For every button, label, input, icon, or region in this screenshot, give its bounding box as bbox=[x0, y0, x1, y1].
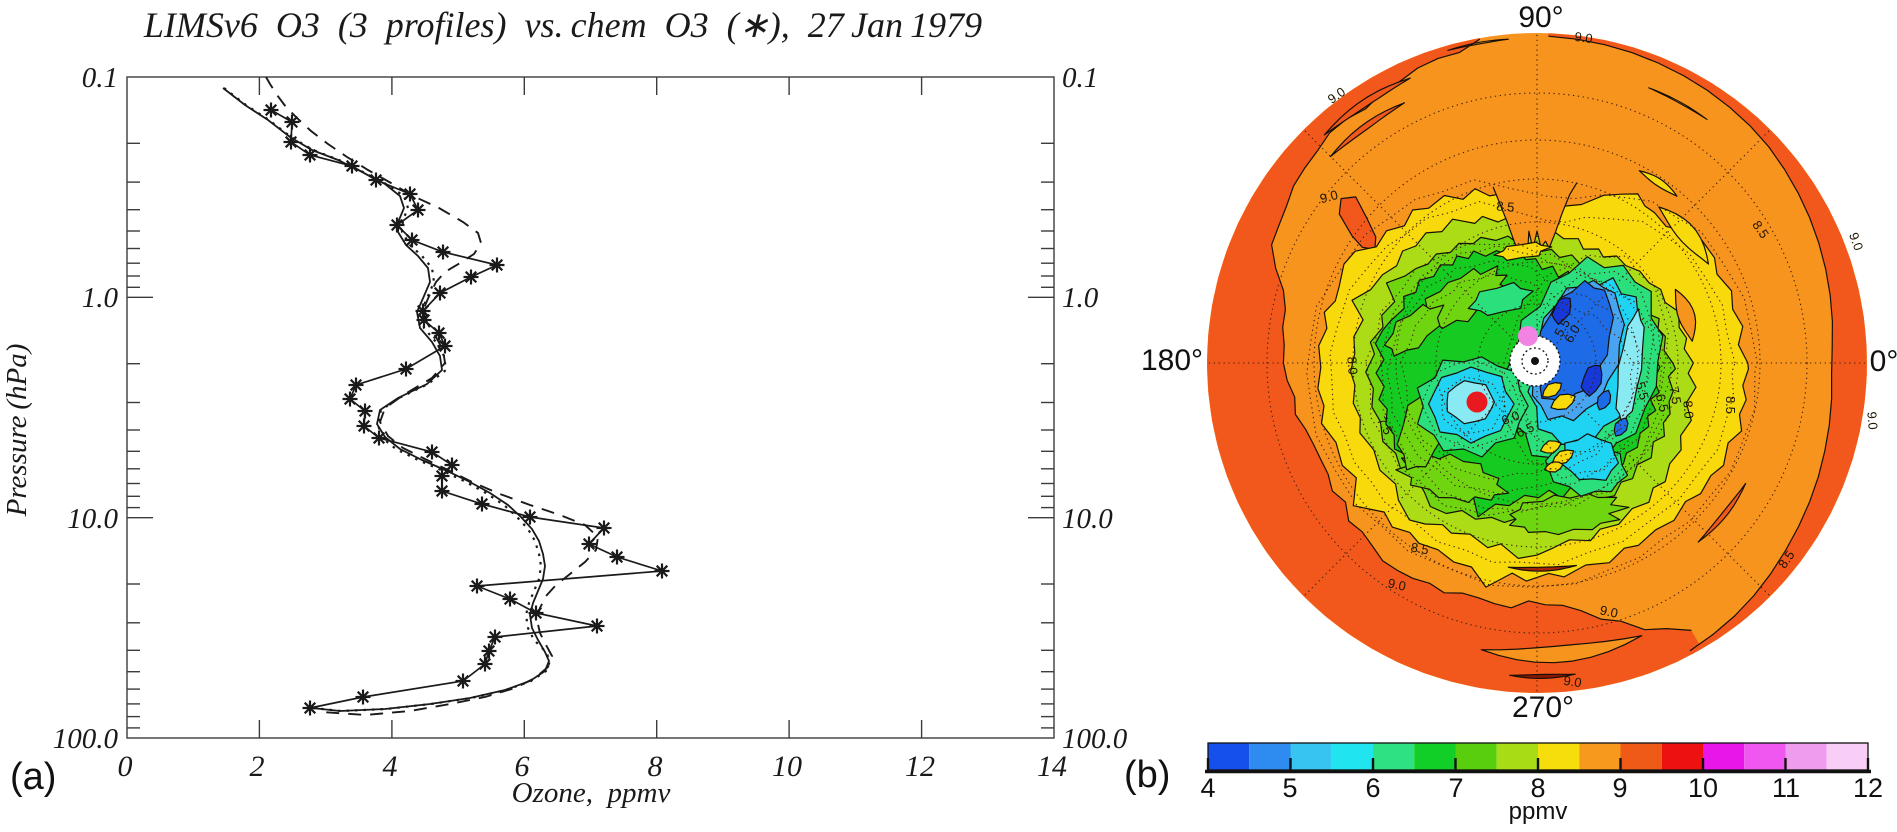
svg-text:180°: 180° bbox=[1141, 344, 1203, 377]
svg-text:10.0: 10.0 bbox=[1062, 503, 1113, 535]
svg-text:12: 12 bbox=[1853, 773, 1883, 803]
svg-text:0.1: 0.1 bbox=[1062, 62, 1098, 94]
svg-text:9: 9 bbox=[1612, 773, 1627, 803]
svg-text:9.0: 9.0 bbox=[1846, 230, 1866, 252]
svg-text:1.0: 1.0 bbox=[82, 282, 119, 314]
svg-text:8: 8 bbox=[1530, 773, 1545, 803]
svg-text:8: 8 bbox=[648, 750, 663, 783]
svg-text:0°: 0° bbox=[1870, 345, 1897, 378]
svg-text:9.0: 9.0 bbox=[1387, 575, 1408, 593]
svg-text:0.1: 0.1 bbox=[82, 62, 118, 94]
svg-text:2: 2 bbox=[250, 750, 265, 783]
svg-text:5.5: 5.5 bbox=[1633, 380, 1652, 401]
svg-text:8.5: 8.5 bbox=[1410, 540, 1430, 558]
svg-text:1.0: 1.0 bbox=[1062, 282, 1099, 314]
svg-text:4: 4 bbox=[383, 750, 398, 783]
svg-text:4: 4 bbox=[1200, 773, 1215, 803]
svg-text:ppmv: ppmv bbox=[1509, 798, 1568, 825]
svg-text:90°: 90° bbox=[1518, 1, 1563, 34]
svg-text:6: 6 bbox=[1365, 773, 1380, 803]
svg-text:9.0: 9.0 bbox=[1318, 187, 1339, 206]
svg-text:10.0: 10.0 bbox=[67, 503, 118, 535]
svg-text:8.0: 8.0 bbox=[1344, 356, 1361, 375]
svg-text:6: 6 bbox=[515, 750, 530, 783]
svg-text:9.0: 9.0 bbox=[1574, 29, 1594, 46]
svg-text:14: 14 bbox=[1037, 750, 1067, 783]
svg-text:100.0: 100.0 bbox=[1062, 723, 1128, 755]
svg-text:LIMSv6 O3 (3 profiles) vs. che: LIMSv6 O3 (3 profiles) vs. chem O3 (∗), … bbox=[143, 5, 982, 45]
svg-text:10: 10 bbox=[772, 750, 802, 783]
svg-text:270°: 270° bbox=[1512, 691, 1574, 724]
svg-text:5: 5 bbox=[1282, 773, 1297, 803]
svg-text:6.0: 6.0 bbox=[1499, 408, 1521, 428]
svg-text:100.0: 100.0 bbox=[53, 723, 119, 755]
svg-text:8.5: 8.5 bbox=[1723, 396, 1738, 414]
svg-text:10: 10 bbox=[1688, 773, 1718, 803]
svg-text:9.0: 9.0 bbox=[1599, 602, 1620, 620]
svg-text:(a): (a) bbox=[10, 756, 56, 798]
svg-text:9.0: 9.0 bbox=[1864, 411, 1881, 430]
svg-text:7.5: 7.5 bbox=[1666, 385, 1684, 405]
svg-text:12: 12 bbox=[905, 750, 935, 783]
svg-text:Pressure (hPa): Pressure (hPa) bbox=[1, 344, 33, 518]
svg-text:(b): (b) bbox=[1124, 754, 1170, 796]
svg-text:8.0: 8.0 bbox=[1680, 400, 1697, 419]
svg-text:11: 11 bbox=[1772, 773, 1800, 803]
svg-text:0: 0 bbox=[118, 750, 133, 783]
svg-text:7: 7 bbox=[1448, 773, 1463, 803]
svg-text:Ozone, ppmv: Ozone, ppmv bbox=[512, 777, 671, 809]
svg-text:6.5: 6.5 bbox=[1514, 419, 1537, 440]
svg-text:8.5: 8.5 bbox=[1496, 198, 1515, 215]
svg-text:6.5: 6.5 bbox=[1653, 392, 1672, 413]
svg-text:9.0: 9.0 bbox=[1563, 673, 1583, 690]
